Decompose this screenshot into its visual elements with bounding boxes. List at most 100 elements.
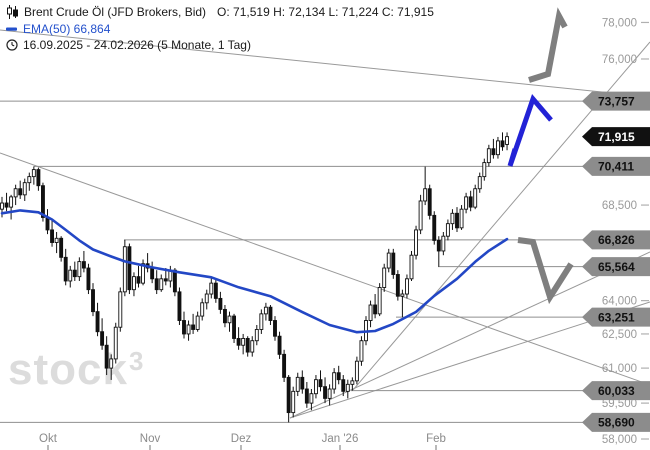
candle-body	[77, 261, 82, 278]
clock-icon	[6, 39, 18, 51]
gray-projection-v	[517, 237, 574, 305]
candle-body	[141, 263, 146, 284]
candle-body	[86, 267, 91, 291]
level-badge-label: 70,411	[598, 160, 634, 174]
candle-body	[477, 176, 482, 190]
candle-body	[309, 393, 314, 404]
candle-body	[245, 338, 250, 353]
candle-body	[282, 353, 287, 378]
candle-body	[31, 169, 36, 178]
y-tick-label: 58,000	[602, 434, 637, 446]
candle-body	[436, 239, 441, 252]
candle-body	[468, 196, 473, 208]
candle-body	[63, 256, 68, 282]
candle-body	[27, 176, 32, 184]
ema-legend-swatch	[6, 26, 18, 32]
level-badge	[582, 307, 650, 327]
candle-body	[350, 380, 355, 385]
candle-body	[304, 388, 309, 404]
candle-body	[359, 340, 364, 362]
candle-body	[222, 308, 227, 324]
candle-body	[200, 302, 205, 317]
candle-body	[136, 276, 141, 284]
candle-body	[204, 293, 209, 304]
y-tick-label: 76,000	[602, 54, 637, 66]
candle-body	[400, 293, 405, 297]
candle-body	[209, 282, 214, 295]
watermark-sup: 3	[128, 346, 145, 376]
candle-body	[163, 278, 168, 282]
candle-body	[464, 196, 469, 210]
candle-body	[41, 185, 45, 218]
x-tick-label: Dez	[231, 433, 252, 445]
y-tick-label: 61,000	[602, 363, 637, 375]
candle-body	[232, 315, 237, 339]
candle-body	[268, 306, 273, 321]
candle-body	[9, 196, 14, 208]
candle-body	[250, 340, 255, 353]
candle-body	[72, 269, 77, 278]
candle-body	[354, 360, 359, 382]
candle-body	[414, 229, 418, 256]
candle-body	[455, 212, 459, 229]
level-badge-label: 60,033	[598, 384, 635, 398]
ohlc-readout: O: 71,519 H: 72,134 L: 71,224 C: 71,915	[217, 5, 434, 19]
candle-body	[45, 216, 50, 231]
y-tick-label: 62,500	[602, 329, 637, 341]
candle-body	[68, 269, 73, 282]
candle-body	[177, 291, 182, 321]
candle-body	[473, 188, 478, 208]
blue-projection-zigzag	[507, 94, 553, 167]
level-badge-label: 65,564	[598, 260, 635, 274]
candle-body	[327, 388, 332, 399]
candle-body	[259, 313, 264, 330]
candle-body	[118, 291, 123, 328]
candle-body	[382, 267, 387, 288]
candle-body	[113, 326, 118, 360]
candle-body	[109, 358, 114, 369]
candle-body	[191, 324, 196, 330]
trendline-uptrend-mid	[289, 251, 650, 419]
candle-body	[172, 269, 177, 293]
candle-body	[409, 254, 414, 280]
level-badge-label: 73,757	[598, 94, 635, 108]
candle-body	[218, 297, 223, 310]
candle-body	[154, 278, 159, 291]
candle-body	[405, 278, 409, 295]
trendline-main-downtrend	[0, 152, 650, 386]
candle-body	[36, 169, 41, 187]
x-tick-label: Okt	[39, 433, 58, 445]
candle-body	[182, 320, 186, 335]
level-badge	[582, 230, 650, 250]
candle-body	[291, 390, 296, 414]
chart-header-line2: EMA(50) 66,864	[6, 22, 110, 36]
candle-body	[505, 136, 509, 145]
level-badge	[582, 91, 650, 111]
candle-body	[300, 376, 305, 390]
candle-body	[277, 335, 282, 355]
candle-body	[482, 162, 487, 178]
candle-body	[496, 140, 500, 156]
candle-body	[318, 379, 323, 388]
candle-body	[241, 338, 246, 346]
candle-body	[432, 214, 437, 241]
candle-body	[50, 229, 54, 243]
level-badge	[582, 381, 650, 401]
candle-body	[131, 276, 136, 291]
candlestick-icon	[6, 5, 19, 19]
y-tick-label: 78,000	[602, 17, 637, 29]
candle-body	[450, 212, 455, 225]
y-tick-label: 64,000	[602, 296, 637, 308]
y-tick-label: 68,500	[602, 200, 637, 212]
current-price-badge-label: 71,915	[598, 130, 635, 144]
candle-body	[122, 246, 127, 293]
candle-body	[236, 338, 241, 346]
current-price-badge	[582, 127, 650, 147]
candle-body	[427, 188, 432, 216]
candle-body	[273, 320, 277, 337]
candle-body	[150, 267, 155, 280]
candle-body	[100, 331, 105, 346]
candle-body	[13, 188, 18, 198]
level-badge-label: 66,826	[598, 233, 635, 247]
